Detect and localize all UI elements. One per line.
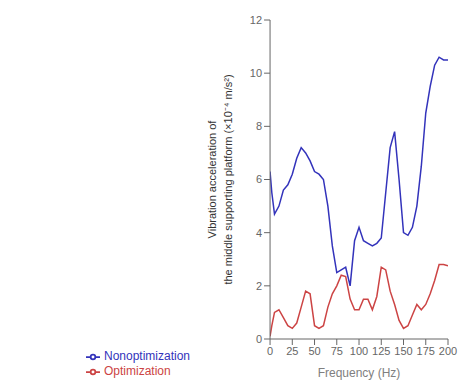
svg-text:Frequency (Hz): Frequency (Hz) xyxy=(318,366,401,380)
svg-text:200: 200 xyxy=(439,345,457,357)
svg-text:12: 12 xyxy=(250,14,262,26)
svg-text:0: 0 xyxy=(256,333,262,345)
html-text:Optimization: Optimization xyxy=(104,364,171,379)
svg-text:4: 4 xyxy=(256,227,262,239)
svg-text:100: 100 xyxy=(350,345,368,357)
svg-text:Vibration acceleration of: Vibration acceleration of xyxy=(206,120,218,239)
svg-text:10: 10 xyxy=(250,67,262,79)
svg-text:50: 50 xyxy=(308,345,320,357)
svg-text:75: 75 xyxy=(331,345,343,357)
svg-text:8: 8 xyxy=(256,120,262,132)
svg-text:125: 125 xyxy=(372,345,390,357)
svg-text:150: 150 xyxy=(394,345,412,357)
svg-text:25: 25 xyxy=(286,345,298,357)
svg-text:6: 6 xyxy=(256,173,262,185)
svg-text:2: 2 xyxy=(256,280,262,292)
svg-text:the middle supporting platform: the middle supporting platform (×10⁻⁴ m/… xyxy=(222,74,234,284)
svg-text:0: 0 xyxy=(267,345,273,357)
svg-text:175: 175 xyxy=(417,345,435,357)
html-text:Nonoptimization: Nonoptimization xyxy=(104,349,190,364)
